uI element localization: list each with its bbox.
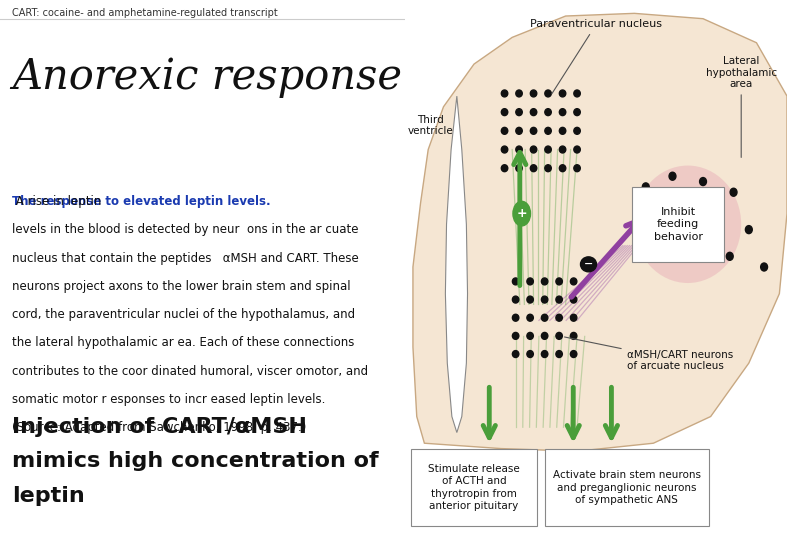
Ellipse shape <box>726 253 733 260</box>
Ellipse shape <box>560 127 566 134</box>
Ellipse shape <box>556 350 563 358</box>
Text: leptin: leptin <box>12 486 85 506</box>
Ellipse shape <box>700 177 707 186</box>
Ellipse shape <box>574 109 580 116</box>
Ellipse shape <box>669 172 676 180</box>
Ellipse shape <box>574 90 580 97</box>
Text: contributes to the coor dinated humoral, viscer omotor, and: contributes to the coor dinated humoral,… <box>12 365 368 378</box>
Ellipse shape <box>501 146 508 153</box>
Ellipse shape <box>574 127 580 134</box>
Ellipse shape <box>545 146 551 153</box>
Text: Stimulate release
of ACTH and
thyrotropin from
anterior pituitary: Stimulate release of ACTH and thyrotropi… <box>428 464 520 511</box>
Text: Activate brain stem neurons
and preganglionic neurons
of sympathetic ANS: Activate brain stem neurons and pregangl… <box>552 470 700 505</box>
Text: levels in the blood is detected by neur  ons in the ar cuate: levels in the blood is detected by neur … <box>12 223 359 236</box>
Ellipse shape <box>541 314 548 321</box>
Ellipse shape <box>560 109 566 116</box>
Ellipse shape <box>515 109 523 116</box>
Text: Anorexic response: Anorexic response <box>12 57 402 98</box>
Ellipse shape <box>560 90 566 97</box>
Ellipse shape <box>515 90 523 97</box>
Ellipse shape <box>571 296 577 303</box>
Text: Inhibit
feeding
behavior: Inhibit feeding behavior <box>654 207 703 242</box>
Ellipse shape <box>512 332 519 340</box>
Text: the lateral hypothalamic ar ea. Each of these connections: the lateral hypothalamic ar ea. Each of … <box>12 336 354 349</box>
Ellipse shape <box>515 146 523 153</box>
Text: cord, the paraventricular nuclei of the hypothalamus, and: cord, the paraventricular nuclei of the … <box>12 308 355 321</box>
Ellipse shape <box>530 127 537 134</box>
Ellipse shape <box>696 236 703 244</box>
Ellipse shape <box>501 127 508 134</box>
FancyBboxPatch shape <box>633 187 724 262</box>
Text: αMSH/CART neurons
of arcuate nucleus: αMSH/CART neurons of arcuate nucleus <box>564 337 733 371</box>
Ellipse shape <box>665 247 672 255</box>
Ellipse shape <box>574 146 580 153</box>
Text: Paraventricular nucleus: Paraventricular nucleus <box>530 19 662 94</box>
Text: Third
ventricle: Third ventricle <box>407 115 453 136</box>
Ellipse shape <box>761 263 767 271</box>
Ellipse shape <box>654 215 660 223</box>
Ellipse shape <box>581 257 597 272</box>
Ellipse shape <box>571 278 577 285</box>
Text: neurons project axons to the lower brain stem and spinal: neurons project axons to the lower brain… <box>12 280 351 293</box>
Text: +: + <box>516 207 527 220</box>
Ellipse shape <box>530 164 537 172</box>
Ellipse shape <box>574 164 580 172</box>
Polygon shape <box>445 96 467 433</box>
Text: Injection of CART/αMSH: Injection of CART/αMSH <box>12 417 307 436</box>
Text: somatic motor r esponses to incr eased leptin levels.: somatic motor r esponses to incr eased l… <box>12 393 326 406</box>
FancyBboxPatch shape <box>545 449 709 526</box>
Ellipse shape <box>634 166 741 283</box>
Ellipse shape <box>501 109 508 116</box>
FancyBboxPatch shape <box>411 449 537 526</box>
Ellipse shape <box>545 127 551 134</box>
Ellipse shape <box>512 278 519 285</box>
Ellipse shape <box>560 164 566 172</box>
Text: (Source: Adapted from Sawchenko, 1998, p. 437.): (Source: Adapted from Sawchenko, 1998, p… <box>12 421 306 434</box>
Text: CART: cocaine- and amphetamine-regulated transcript: CART: cocaine- and amphetamine-regulated… <box>12 9 278 18</box>
Ellipse shape <box>541 350 548 358</box>
Ellipse shape <box>745 225 752 234</box>
Ellipse shape <box>556 332 563 340</box>
Text: The response to elevated leptin levels.: The response to elevated leptin levels. <box>12 195 271 208</box>
Ellipse shape <box>530 90 537 97</box>
Ellipse shape <box>512 314 519 321</box>
Ellipse shape <box>545 164 551 172</box>
Ellipse shape <box>515 127 523 134</box>
Polygon shape <box>413 13 787 451</box>
Ellipse shape <box>571 350 577 358</box>
Ellipse shape <box>527 350 534 358</box>
Circle shape <box>513 201 530 226</box>
Ellipse shape <box>515 164 523 172</box>
Ellipse shape <box>527 314 534 321</box>
Ellipse shape <box>571 314 577 321</box>
Text: A rise in leptin: A rise in leptin <box>12 195 102 208</box>
Ellipse shape <box>685 204 691 212</box>
Ellipse shape <box>715 210 722 218</box>
Ellipse shape <box>527 332 534 340</box>
Ellipse shape <box>527 278 534 285</box>
Text: −: − <box>584 260 593 269</box>
Ellipse shape <box>530 109 537 116</box>
Ellipse shape <box>530 146 537 153</box>
Ellipse shape <box>527 296 534 303</box>
Ellipse shape <box>556 278 563 285</box>
Ellipse shape <box>501 164 508 172</box>
Ellipse shape <box>541 332 548 340</box>
Ellipse shape <box>560 146 566 153</box>
Ellipse shape <box>730 189 737 197</box>
Ellipse shape <box>545 109 551 116</box>
Ellipse shape <box>541 278 548 285</box>
Ellipse shape <box>556 296 563 303</box>
Ellipse shape <box>512 350 519 358</box>
Ellipse shape <box>556 314 563 321</box>
Ellipse shape <box>541 296 548 303</box>
Ellipse shape <box>501 90 508 97</box>
Ellipse shape <box>545 90 551 97</box>
Text: nucleus that contain the peptides   αMSH and CART. These: nucleus that contain the peptides αMSH a… <box>12 252 359 264</box>
Ellipse shape <box>512 296 519 303</box>
Ellipse shape <box>571 332 577 340</box>
Ellipse shape <box>642 183 649 191</box>
Text: Lateral
hypothalamic
area: Lateral hypothalamic area <box>706 56 777 158</box>
Text: mimics high concentration of: mimics high concentration of <box>12 451 379 471</box>
